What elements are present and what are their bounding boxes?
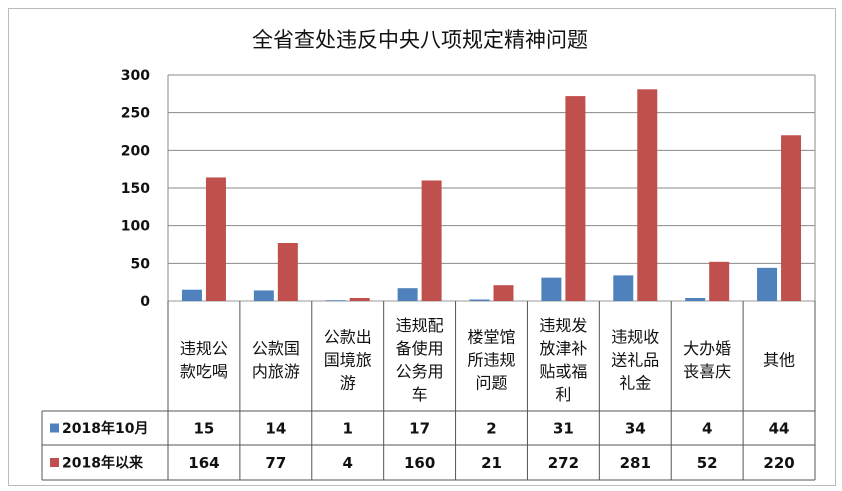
category-label: 丧喜庆: [683, 362, 731, 381]
data-table-cell: 15: [194, 420, 215, 438]
bar-oct: [469, 299, 490, 301]
bar-oct: [181, 289, 202, 301]
legend-label: 2018年10月: [62, 420, 148, 437]
bar-ytd: [421, 180, 442, 301]
chart-title: 全省查处违反中央八项规定精神问题: [252, 28, 588, 52]
bar-oct: [397, 288, 418, 301]
category-label: 利: [555, 385, 571, 404]
bar-ytd: [205, 177, 226, 301]
data-table-cell: 34: [625, 420, 646, 438]
category-label: 其他: [763, 351, 795, 370]
category-label: 公款出: [324, 328, 372, 347]
category-label: 公务用: [396, 362, 444, 381]
category-label: 放津补: [539, 339, 587, 358]
category-label: 礼金: [619, 374, 651, 393]
category-label: 公款国: [252, 339, 300, 358]
category-label: 送礼品: [611, 351, 659, 370]
category-label: 违规收: [611, 328, 659, 347]
category-label: 备使用: [396, 339, 444, 358]
bar-ytd: [493, 285, 514, 301]
bar-ytd: [565, 96, 586, 302]
bar-ytd: [637, 89, 658, 302]
bar-ytd: [709, 261, 730, 301]
data-table-cell: 17: [409, 420, 430, 438]
category-label: 款吃喝: [180, 362, 228, 381]
data-table-cell: 281: [620, 454, 651, 472]
category-label: 国境旅: [324, 351, 372, 370]
data-table-cell: 1: [343, 420, 353, 438]
category-label: 楼堂馆: [467, 328, 515, 347]
bar-oct: [613, 275, 634, 301]
data-table-cell: 164: [188, 454, 219, 472]
y-tick-label: 300: [121, 68, 150, 84]
data-table-cell: 2: [486, 420, 496, 438]
bar-oct: [757, 267, 778, 301]
bar-ytd: [781, 135, 802, 301]
legend-swatch: [50, 458, 59, 467]
y-tick-label: 0: [140, 294, 150, 310]
y-axis: 0 50 100 150 200 250 300: [121, 68, 150, 310]
y-tick-label: 200: [121, 143, 150, 159]
data-table-cell: 272: [548, 454, 579, 472]
data-table-cell: 14: [265, 420, 286, 438]
y-tick-label: 150: [121, 181, 150, 197]
grid: [167, 74, 816, 302]
data-table-cell: 44: [769, 420, 790, 438]
data-table-cell: 77: [265, 454, 286, 472]
category-label: 大办婚: [683, 339, 731, 358]
data-table-cell: 52: [697, 454, 718, 472]
bars: [181, 89, 802, 302]
data-table-cell: 4: [702, 420, 712, 438]
bar-ytd: [349, 297, 370, 301]
category-label: 内旅游: [252, 362, 300, 381]
category-label: 违规配: [396, 316, 444, 335]
data-table-cell: 220: [763, 454, 794, 472]
category-label: 所违规: [467, 351, 515, 370]
category-label: 问题: [475, 374, 507, 393]
bar-oct: [541, 277, 562, 301]
data-table-cell: 4: [343, 454, 353, 472]
data-table-cell: 31: [553, 420, 574, 438]
legend-label: 2018年以来: [62, 455, 144, 472]
y-tick-label: 250: [121, 106, 150, 122]
category-label: 贴或福: [539, 362, 587, 381]
category-label: 车: [412, 385, 428, 404]
legend-swatch: [50, 423, 59, 433]
category-label: 违规发: [539, 316, 587, 335]
bar-oct: [253, 290, 274, 301]
bar-ytd: [277, 242, 298, 301]
bar-oct: [685, 297, 706, 301]
data-table-cell: 160: [404, 454, 435, 472]
bar-oct: [325, 300, 346, 301]
y-tick-label: 50: [131, 256, 151, 272]
y-tick-label: 100: [121, 219, 150, 235]
category-label: 违规公: [180, 339, 228, 358]
data-table-cell: 21: [481, 454, 502, 472]
category-label: 游: [340, 374, 356, 393]
